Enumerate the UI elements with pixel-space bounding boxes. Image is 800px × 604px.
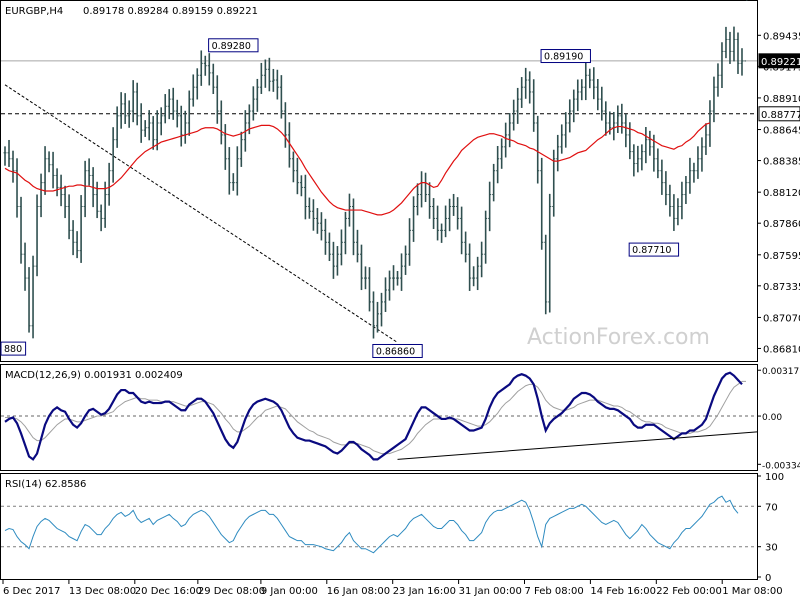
- macd-signal-line: [5, 380, 746, 455]
- x-tick-label: 1 Mar 08:00: [722, 586, 782, 597]
- macd-y-tick-label: -0.003344: [762, 461, 800, 471]
- price-title: EURGBP,H4 0.89178 0.89284 0.89159 0.8922…: [5, 6, 258, 17]
- macd-y-tick-label: 0.00: [762, 413, 782, 423]
- rsi-y-tick-label: 30: [765, 543, 778, 554]
- price-trendline: [4, 84, 398, 343]
- price-annotation-box: [540, 49, 591, 64]
- price-annotation-label: 0.89190: [544, 52, 583, 63]
- price-annotation-label: 880: [4, 344, 22, 355]
- rsi-y-tick-label: 70: [765, 502, 778, 513]
- price-annotation-box: [0, 341, 27, 356]
- price-tag-box: [758, 53, 800, 69]
- x-tick-label: 13 Dec 08:00: [69, 586, 136, 597]
- price-annotation-label: 0.89280: [212, 41, 251, 52]
- price-title-ohlc: 0.89178 0.89284 0.89159 0.89221: [83, 6, 258, 17]
- price-y-tick-label: 0.89435: [763, 31, 800, 42]
- watermark: ActionForex.com: [527, 325, 710, 350]
- x-tick-label: 23 Jan 16:00: [393, 586, 456, 597]
- price-tag-label: 0.88777: [761, 110, 800, 121]
- price-y-tick-label: 0.87595: [763, 251, 800, 262]
- price-title-symbol: EURGBP,H4: [5, 6, 63, 17]
- x-tick-label: 6 Dec 2017: [3, 586, 61, 597]
- rsi-layer: [1, 495, 757, 554]
- rsi-y-tick-label: 100: [765, 472, 784, 483]
- macd-trendline: [397, 431, 758, 460]
- rsi-title: RSI(14) 62.8586: [5, 479, 86, 490]
- macd-main-line: [4, 371, 743, 461]
- x-tick-label: 31 Jan 00:00: [459, 586, 522, 597]
- price-tag-label: 0.89221: [761, 57, 800, 68]
- price-annotation-box: [208, 38, 259, 53]
- x-tick-label: 20 Dec 16:00: [135, 586, 202, 597]
- price-moving-average: [4, 122, 711, 216]
- rsi-line: [4, 495, 739, 554]
- price-annotation-box: [628, 242, 680, 257]
- price-y-tick-label: 0.87335: [763, 282, 800, 293]
- x-tick-label: 14 Feb 16:00: [590, 586, 656, 597]
- x-tick-label: 9 Jan 00:00: [261, 586, 318, 597]
- x-tick-label: 7 Feb 08:00: [525, 586, 584, 597]
- x-tick-label: 16 Jan 08:00: [327, 586, 390, 597]
- macd-layer: [1, 371, 758, 461]
- macd-y-tick-label: 0.003177: [762, 367, 800, 377]
- macd-title: MACD(12,26,9) 0.001931 0.002409: [5, 370, 183, 381]
- price-annotation-box: [372, 343, 423, 358]
- price-y-tick-label: 0.88645: [763, 126, 800, 137]
- price-layer: 0.89280 0.89190 0.86860 0.87710 880: [0, 0, 757, 358]
- price-annotation-label: 0.86860: [376, 346, 415, 357]
- x-tick-label: 29 Dec 08:00: [198, 586, 265, 597]
- rsi-panel-frame: [0, 473, 758, 580]
- price-tag-box: [758, 106, 800, 122]
- price-panel-frame: [0, 0, 758, 362]
- rsi-y-tick-label: 0: [765, 573, 771, 584]
- price-annotation-label: 0.87710: [632, 245, 671, 256]
- macd-panel-frame: [0, 364, 758, 471]
- price-y-tick-label: 0.88385: [763, 157, 800, 168]
- x-tick-label: 22 Feb 00:00: [656, 586, 722, 597]
- axis-layer: 0.894350.891750.889100.886450.883850.881…: [2, 31, 800, 597]
